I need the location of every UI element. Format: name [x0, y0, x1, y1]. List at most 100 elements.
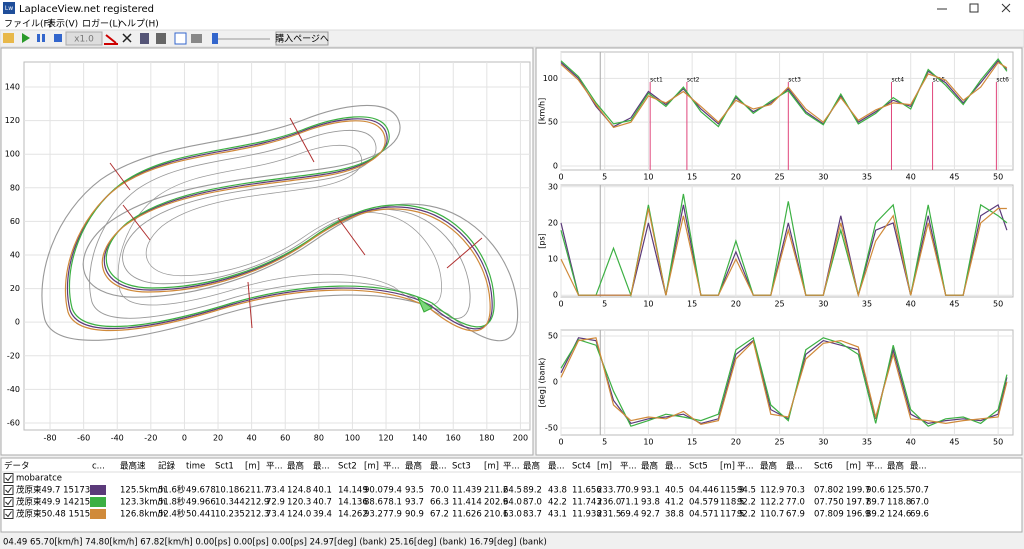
table-cell: 126.8km/h	[120, 510, 166, 520]
table-cell: 04.446	[689, 486, 719, 496]
row-checkbox[interactable]	[3, 509, 14, 519]
marker-button[interactable]	[104, 34, 118, 45]
column-header[interactable]: Sct2	[338, 462, 357, 472]
menu-item[interactable]: ロガー(L)	[82, 19, 121, 30]
column-header[interactable]: データ	[4, 461, 30, 472]
table-cell: 11.743	[572, 498, 602, 508]
row-checkbox[interactable]	[3, 497, 14, 507]
table-cell: 124.6	[887, 510, 911, 520]
column-header[interactable]: 平...	[620, 462, 637, 472]
column-header[interactable]: 最...	[313, 462, 330, 472]
table-cell: 90.9	[405, 510, 424, 520]
column-header[interactable]: time	[186, 462, 205, 472]
column-header[interactable]: [m]	[597, 462, 612, 472]
buy-button[interactable]	[275, 31, 329, 46]
table-cell: 112.9	[760, 486, 784, 496]
y-tick-label: -60	[7, 418, 20, 427]
maximize[interactable]	[969, 3, 979, 13]
column-header[interactable]: [m]	[364, 462, 379, 472]
x-tick-label: 200	[513, 434, 528, 443]
graph-button[interactable]	[174, 32, 187, 45]
column-header[interactable]: 平...	[866, 462, 883, 472]
column-header[interactable]: Sct6	[814, 462, 833, 472]
pause-button[interactable]	[42, 34, 45, 42]
x-tick-label: 30	[818, 173, 828, 182]
column-header[interactable]: 平...	[503, 462, 520, 472]
column-header[interactable]: 最高	[405, 461, 422, 472]
delete-button[interactable]	[122, 33, 132, 43]
column-header[interactable]: 最高速	[120, 461, 146, 472]
camera-button[interactable]	[191, 34, 202, 43]
play-button[interactable]	[22, 33, 30, 43]
column-header[interactable]: [m]	[484, 462, 499, 472]
menu-item[interactable]: 表示(V)	[47, 18, 78, 30]
column-header[interactable]: 最高	[887, 461, 904, 472]
table-cell: 112.2	[760, 498, 784, 508]
table-cell: 66.3	[430, 498, 449, 508]
close[interactable]	[1001, 3, 1011, 13]
column-header[interactable]: 平...	[383, 462, 400, 472]
plot-area	[560, 51, 1014, 171]
column-header[interactable]: 記録	[158, 461, 176, 472]
column-header[interactable]: 最...	[548, 462, 565, 472]
color-swatch	[90, 485, 106, 495]
column-header[interactable]: Sct1	[215, 462, 234, 472]
x-tick-label: 0	[182, 434, 187, 443]
y-tick-label: 100	[543, 74, 558, 83]
slider-thumb[interactable]	[212, 33, 218, 44]
buy-button-text[interactable]: 購入ページへ	[275, 33, 329, 45]
pause-button[interactable]	[37, 34, 40, 42]
table-cell: 236.0	[597, 498, 621, 508]
x-tick-label: 40	[906, 173, 916, 182]
row-name: mobaratce	[16, 474, 62, 484]
table-cell: 40.1	[313, 486, 332, 496]
column-header[interactable]: 平...	[266, 462, 283, 472]
column-header[interactable]: 最高	[287, 461, 304, 472]
x-tick-label: 80	[314, 434, 324, 443]
column-header[interactable]: 平...	[737, 462, 754, 472]
table-cell: 14.136	[338, 498, 368, 508]
column-header[interactable]: c...	[92, 462, 105, 472]
column-header[interactable]: 最...	[430, 462, 447, 472]
title-bar	[0, 0, 1024, 30]
status-bar: 04.49 65.70[km/h] 74.80[km/h] 67.82[km/h…	[3, 538, 547, 548]
column-header[interactable]: Sct4	[572, 462, 591, 472]
x-tick-label: 10	[643, 173, 653, 182]
table-cell: 212.3	[245, 510, 269, 520]
open-button[interactable]	[3, 33, 14, 43]
lap-line	[64, 120, 491, 332]
column-header[interactable]: 最高	[523, 461, 540, 472]
x-tick-label: 45	[949, 173, 959, 182]
column-header[interactable]: Sct5	[689, 462, 708, 472]
window-title: LaplaceView.net registered	[19, 4, 154, 15]
stop-button[interactable]	[54, 34, 62, 42]
column-header[interactable]: 最高	[641, 461, 658, 472]
column-header[interactable]: 最...	[786, 462, 803, 472]
x-tick-label: 15	[687, 173, 697, 182]
lap-line	[68, 116, 495, 328]
x-tick-label: 5	[602, 173, 607, 182]
column-header[interactable]: 最...	[910, 462, 927, 472]
window-controls[interactable]	[937, 3, 1011, 13]
menu-item[interactable]: ファイル(F)	[4, 20, 52, 30]
series-line	[560, 336, 1008, 427]
column-header[interactable]: [m]	[245, 462, 260, 472]
column-header[interactable]: [m]	[720, 462, 735, 472]
doc-button[interactable]	[140, 33, 149, 44]
column-header[interactable]: [m]	[846, 462, 861, 472]
speed-dropdown[interactable]	[65, 31, 103, 46]
x-tick-label: 120	[378, 434, 393, 443]
column-header[interactable]: Sct3	[452, 462, 471, 472]
row-checkbox[interactable]	[3, 485, 14, 495]
table-cell: 07.809	[814, 510, 844, 520]
table-cell: 70.7	[910, 486, 929, 496]
export-button[interactable]	[156, 33, 166, 44]
row-checkbox[interactable]	[3, 473, 14, 483]
menu-item[interactable]: ヘルプ(H)	[118, 19, 159, 30]
series-line	[560, 207, 1007, 298]
speed-value[interactable]: x1.0	[74, 35, 94, 45]
column-header[interactable]: 最...	[665, 462, 682, 472]
table-cell: 63.0	[503, 510, 522, 520]
column-header[interactable]: 最高	[760, 461, 777, 472]
y-tick-label: 120	[5, 116, 20, 125]
